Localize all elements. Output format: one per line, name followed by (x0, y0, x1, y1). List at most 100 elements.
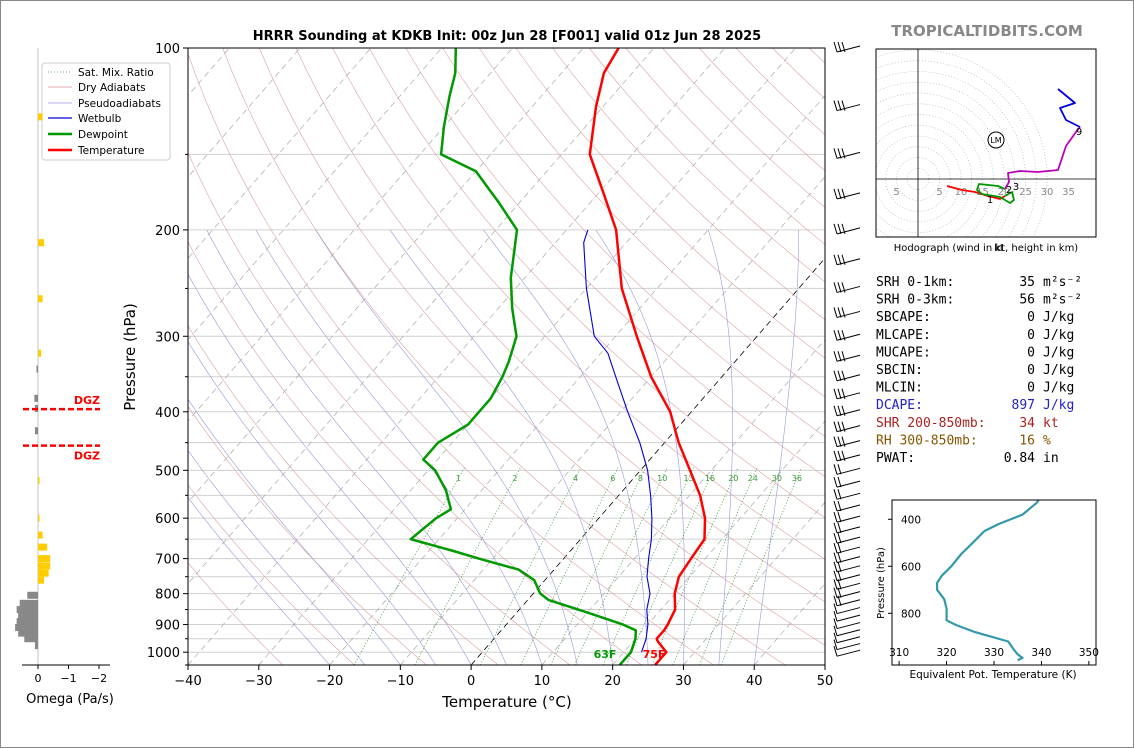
barb-shaft (836, 643, 861, 651)
index-unit: in (1043, 451, 1059, 466)
wind-barb (833, 476, 861, 488)
pseudoadiabat-line (389, 229, 613, 665)
y-tick-label: 200 (155, 224, 180, 239)
barb-flag (841, 351, 846, 362)
dry-adiabat-line (552, 48, 825, 321)
dry-adiabat-line (442, 48, 825, 437)
barb-flag (837, 188, 842, 199)
wind-barb (833, 41, 861, 53)
barb-flag (841, 41, 846, 53)
hodograph-segment-3-9km (1004, 126, 1081, 190)
mixing-ratio-label: 16 (705, 474, 715, 483)
index-label: SHR 200-850mb: (876, 416, 986, 431)
omega-bar (34, 427, 38, 435)
omega-bar (34, 642, 38, 650)
barb-flag (837, 476, 842, 488)
isotherm-line (188, 48, 443, 341)
barb-flag (833, 639, 838, 650)
barb-flag (833, 522, 838, 534)
omega-bar (18, 612, 38, 620)
isotherm-line (541, 339, 825, 665)
x-tick-label: −40 (174, 674, 201, 689)
index-unit: J/kg (1043, 363, 1074, 378)
mixing-ratio-label: 2 (512, 474, 517, 483)
isotherm-line (258, 48, 797, 665)
dgz-label: DGZ (74, 450, 100, 463)
mixing-ratio-label: 13 (684, 474, 694, 483)
index-unit: % (1043, 433, 1051, 448)
barb-flag (833, 611, 838, 622)
theta-e-y-tick-label: 800 (901, 608, 921, 620)
barb-flag (837, 405, 842, 416)
index-label: MLCAPE: (876, 328, 931, 343)
omega-bar (36, 365, 38, 373)
mixing-ratio-line (353, 467, 465, 665)
isotherm-line (824, 664, 825, 665)
index-label: DCAPE: (876, 398, 923, 413)
pseudoadiabat-line (188, 273, 472, 665)
isotherm-line (188, 48, 584, 503)
mixing-ratio-line (574, 467, 668, 665)
barb-flag (833, 512, 838, 523)
barb-flag (837, 223, 842, 235)
omega-bar (38, 477, 40, 485)
pseudoadiabat-line (188, 449, 366, 665)
skewt-plot-frame (187, 47, 826, 666)
barb-flag (833, 542, 838, 554)
index-label: SBCAPE: (876, 310, 931, 325)
mixing-ratio-label: 4 (573, 474, 578, 483)
dry-adiabat-line (188, 241, 571, 665)
wind-barb (833, 625, 861, 637)
wind-barbs (833, 41, 861, 657)
pseudoadiabat-line (188, 340, 436, 665)
y-tick-label: 600 (155, 512, 180, 527)
barb-flag (833, 450, 838, 462)
dry-adiabat-line (259, 48, 825, 646)
dry-adiabat-line (369, 48, 825, 519)
isotherm-line (753, 583, 825, 665)
isotherm-line (329, 94, 825, 665)
index-unit: J/kg (1043, 328, 1074, 343)
wind-barb (833, 282, 861, 293)
index-label: SRH 0-1km: (876, 275, 954, 290)
wind-barb (833, 388, 861, 400)
pseudoadiabat-line (753, 229, 800, 665)
hodograph-height-label: 1 (987, 195, 993, 206)
barb-flag (833, 223, 838, 235)
theta-e-y-label: Pressure (hPa) (876, 547, 887, 619)
barb-flag (837, 148, 842, 159)
wind-barb (833, 405, 861, 417)
mixing-ratio-line (672, 467, 758, 665)
isotherm-line (470, 257, 825, 665)
isotherm-line (683, 501, 825, 665)
barb-flag (837, 579, 842, 590)
wind-barb (833, 632, 861, 644)
omega-bar (24, 635, 38, 643)
dry-adiabat-line (188, 484, 355, 665)
barb-flag (837, 512, 842, 523)
hodograph-height-label: 9 (1076, 127, 1082, 138)
barb-flag (833, 533, 838, 544)
barb-shaft (836, 649, 861, 657)
hodograph-rings: 5 5 10 15 20 25 30 35 (876, 49, 1096, 237)
x-tick-label: 30 (675, 674, 692, 689)
wind-barb (833, 464, 861, 475)
sounding-indices: SRH 0-1km: 35 m²s⁻² SRH 0-3km: 56 m²s⁻² SBCAPE… (876, 275, 1082, 466)
hodograph-trace: 1 2 3 9 LM (946, 88, 1082, 206)
barb-flag (837, 570, 842, 581)
hodograph-ring-label: 35 (1062, 187, 1075, 198)
omega-tick-label: −2 (91, 672, 107, 685)
barb-flag (833, 282, 838, 293)
hodograph-ring-label: 25 (1019, 187, 1032, 198)
omega-bar (38, 349, 42, 357)
dewpoint-trace (409, 48, 638, 665)
pseudoadiabat-line (483, 229, 649, 665)
wind-barb (833, 512, 861, 523)
barb-flag (833, 148, 838, 159)
y-tick-label: 100 (155, 42, 180, 57)
barb-flag (841, 370, 846, 381)
wind-barb (833, 618, 861, 630)
index-unit: m²s⁻² (1043, 275, 1082, 290)
wind-barb (833, 421, 861, 433)
pseudoadiabat-line (206, 229, 507, 665)
